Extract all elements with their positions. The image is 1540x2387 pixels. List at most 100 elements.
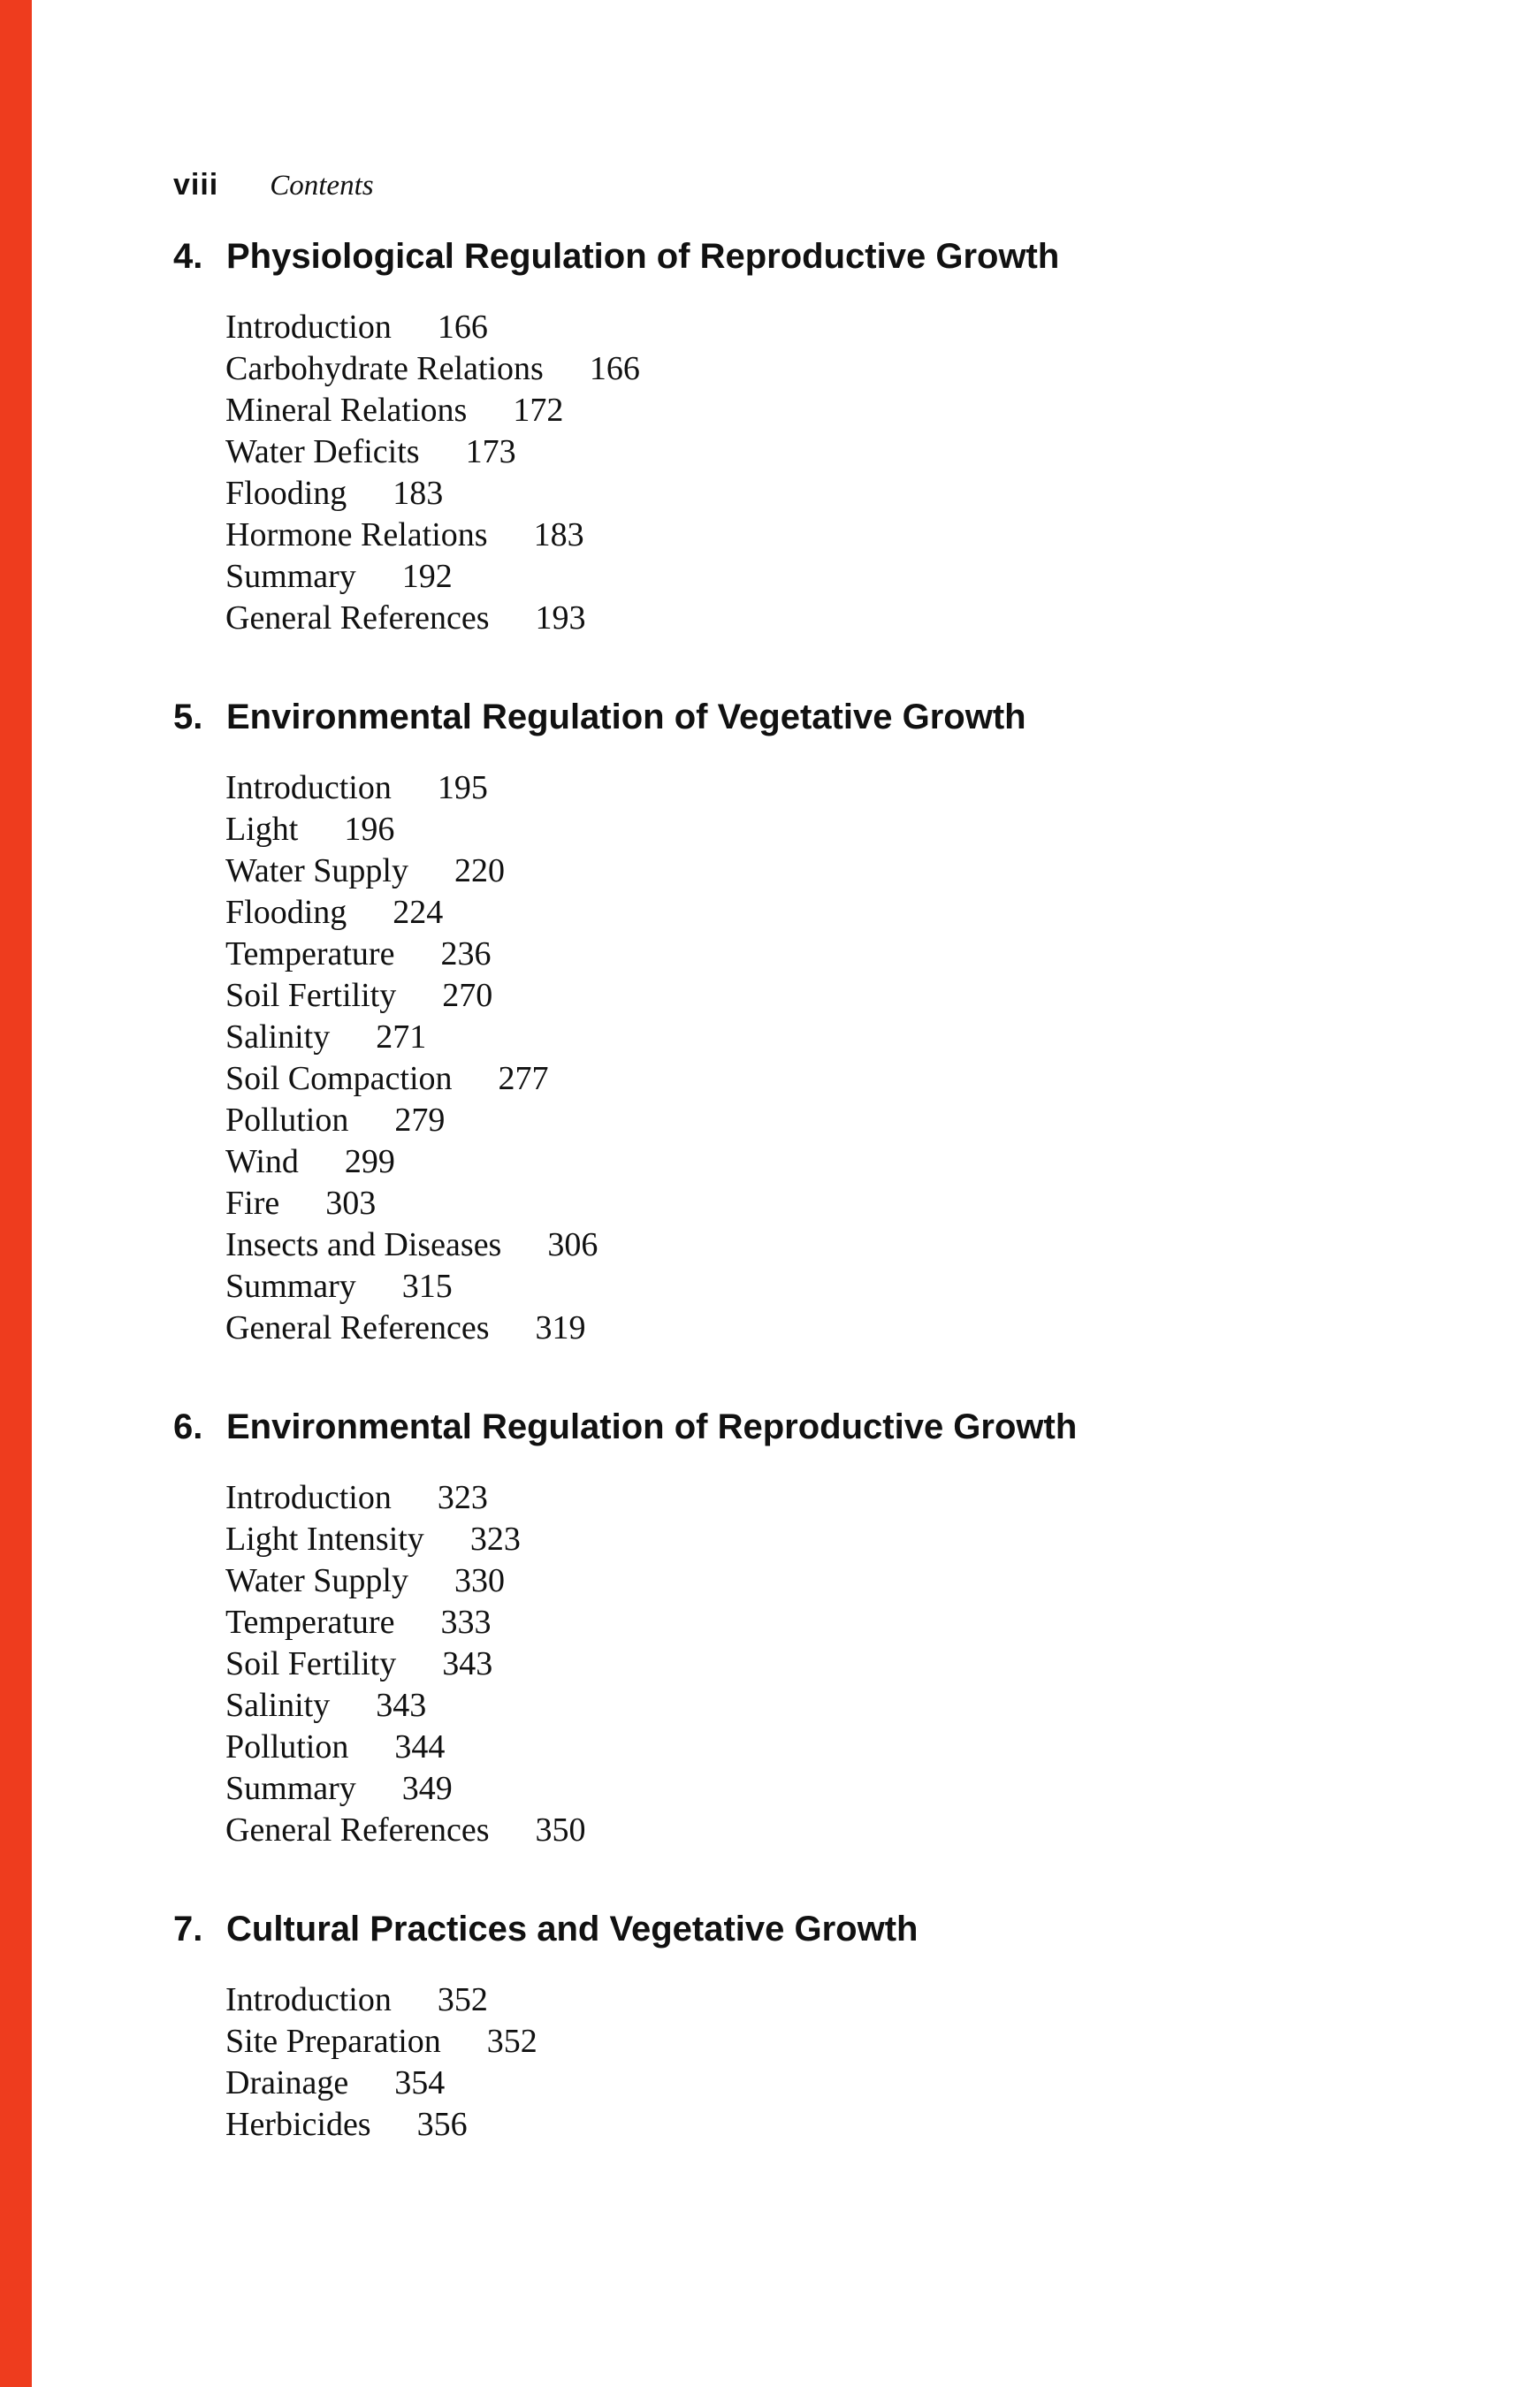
entry-page-number: 352 bbox=[437, 1981, 488, 2018]
chapter-heading: 5. Environmental Regulation of Vegetative… bbox=[173, 696, 1411, 738]
entry-page-number: 166 bbox=[437, 309, 488, 346]
toc-entry: Light Intensity 323 bbox=[225, 1519, 1411, 1560]
entry-label: Water Supply bbox=[225, 1562, 408, 1599]
entry-page-number: 196 bbox=[344, 811, 395, 848]
entry-label: Summary bbox=[225, 1268, 356, 1305]
chapter-list: 4. Physiological Regulation of Reproducti… bbox=[173, 235, 1411, 2146]
entry-page-number: 192 bbox=[401, 558, 453, 595]
chapter-title: Cultural Practices and Vegetative Growth bbox=[226, 1910, 919, 1948]
toc-entry: Salinity 271 bbox=[225, 1017, 1411, 1058]
toc-entry: Introduction 166 bbox=[225, 307, 1411, 348]
toc-entry: Water Supply 220 bbox=[225, 850, 1411, 892]
entry-page-number: 299 bbox=[344, 1143, 395, 1180]
toc-entry: Flooding 183 bbox=[225, 473, 1411, 515]
toc-content: viii Contents 4. Physiological Regulation … bbox=[173, 0, 1411, 2146]
entry-page-number: 193 bbox=[535, 599, 586, 637]
chapter-number: 4. bbox=[173, 237, 203, 276]
entry-page-number: 224 bbox=[393, 894, 444, 931]
toc-entry: Drainage 354 bbox=[225, 2063, 1411, 2104]
entry-label: Summary bbox=[225, 558, 356, 595]
entry-list: Introduction 195 Light 196 Water Supply 220… bbox=[173, 767, 1411, 1349]
entry-label: Introduction bbox=[225, 1479, 392, 1516]
toc-entry: Introduction 352 bbox=[225, 1979, 1411, 2021]
toc-entry: Temperature 333 bbox=[225, 1602, 1411, 1643]
toc-entry: Summary 192 bbox=[225, 556, 1411, 598]
entry-label: Fire bbox=[225, 1185, 280, 1222]
entry-page-number: 183 bbox=[533, 516, 584, 553]
chapter-title: Physiological Regulation of Reproductive… bbox=[226, 237, 1060, 276]
entry-page-number: 303 bbox=[325, 1185, 377, 1222]
entry-label: Soil Fertility bbox=[225, 1645, 397, 1682]
toc-entry: Insects and Diseases 306 bbox=[225, 1224, 1411, 1266]
entry-page-number: 271 bbox=[376, 1018, 427, 1056]
entry-page-number: 172 bbox=[513, 392, 564, 429]
chapter-section: 5. Environmental Regulation of Vegetative… bbox=[173, 696, 1411, 1349]
toc-entry: Summary 315 bbox=[225, 1266, 1411, 1308]
chapter-title: Environmental Regulation of Vegetative G… bbox=[226, 698, 1026, 736]
chapter-number: 5. bbox=[173, 698, 203, 736]
entry-label: Soil Fertility bbox=[225, 977, 397, 1014]
entry-page-number: 352 bbox=[486, 2023, 537, 2060]
entry-page-number: 195 bbox=[437, 769, 488, 806]
toc-entry: Summary 349 bbox=[225, 1768, 1411, 1810]
entry-label: Flooding bbox=[225, 475, 347, 512]
toc-entry: Salinity 343 bbox=[225, 1685, 1411, 1727]
entry-page-number: 183 bbox=[393, 475, 444, 512]
toc-entry: General References 350 bbox=[225, 1810, 1411, 1851]
entry-page-number: 323 bbox=[437, 1479, 488, 1516]
toc-entry: Light 196 bbox=[225, 809, 1411, 850]
entry-list: Introduction 323 Light Intensity 323 Water… bbox=[173, 1477, 1411, 1851]
entry-page-number: 323 bbox=[469, 1521, 521, 1558]
toc-entry: Mineral Relations 172 bbox=[225, 390, 1411, 431]
chapter-heading: 4. Physiological Regulation of Reproducti… bbox=[173, 235, 1411, 278]
entry-label: Flooding bbox=[225, 894, 347, 931]
toc-entry: General References 319 bbox=[225, 1308, 1411, 1349]
entry-page-number: 344 bbox=[394, 1728, 446, 1765]
toc-entry: Fire 303 bbox=[225, 1183, 1411, 1224]
entry-label: Salinity bbox=[225, 1018, 331, 1056]
running-head: Contents bbox=[270, 170, 374, 202]
entry-label: Salinity bbox=[225, 1687, 331, 1724]
toc-entry: Introduction 323 bbox=[225, 1477, 1411, 1519]
toc-entry: Soil Fertility 270 bbox=[225, 975, 1411, 1017]
entry-label: Temperature bbox=[225, 1604, 395, 1641]
chapter-section: 4. Physiological Regulation of Reproducti… bbox=[173, 235, 1411, 639]
chapter-heading: 6. Environmental Regulation of Reproducti… bbox=[173, 1406, 1411, 1448]
entry-page-number: 350 bbox=[535, 1811, 586, 1849]
entry-page-number: 236 bbox=[440, 935, 492, 972]
page-edge-bar bbox=[0, 0, 32, 2387]
chapter-section: 6. Environmental Regulation of Reproducti… bbox=[173, 1406, 1411, 1851]
entry-label: Pollution bbox=[225, 1728, 349, 1765]
entry-page-number: 330 bbox=[454, 1562, 505, 1599]
entry-label: Drainage bbox=[225, 2064, 349, 2101]
entry-page-number: 354 bbox=[394, 2064, 446, 2101]
chapter-title: Environmental Regulation of Reproductive… bbox=[226, 1407, 1078, 1446]
entry-label: Introduction bbox=[225, 1981, 392, 2018]
chapter-number: 7. bbox=[173, 1910, 203, 1948]
entry-label: Carbohydrate Relations bbox=[225, 350, 544, 387]
entry-page-number: 333 bbox=[440, 1604, 492, 1641]
toc-entry: Herbicides 356 bbox=[225, 2104, 1411, 2146]
toc-entry: Soil Compaction 277 bbox=[225, 1058, 1411, 1100]
entry-label: Introduction bbox=[225, 769, 392, 806]
entry-page-number: 343 bbox=[442, 1645, 493, 1682]
entry-label: Light bbox=[225, 811, 299, 848]
entry-list: Introduction 352 Site Preparation 352 Drai… bbox=[173, 1979, 1411, 2146]
chapter-number: 6. bbox=[173, 1407, 203, 1446]
entry-page-number: 356 bbox=[416, 2106, 468, 2143]
entry-label: General References bbox=[225, 1811, 490, 1849]
entry-label: Water Supply bbox=[225, 852, 408, 889]
entry-page-number: 315 bbox=[401, 1268, 453, 1305]
toc-entry: Soil Fertility 343 bbox=[225, 1643, 1411, 1685]
toc-entry: Water Supply 330 bbox=[225, 1560, 1411, 1602]
toc-entry: General References 193 bbox=[225, 598, 1411, 639]
entry-page-number: 343 bbox=[376, 1687, 427, 1724]
entry-label: Site Preparation bbox=[225, 2023, 441, 2060]
entry-page-number: 270 bbox=[442, 977, 493, 1014]
toc-entry: Hormone Relations 183 bbox=[225, 515, 1411, 556]
entry-page-number: 220 bbox=[454, 852, 505, 889]
entry-label: Summary bbox=[225, 1770, 356, 1807]
toc-header: viii Contents bbox=[173, 168, 1411, 203]
toc-entry: Pollution 344 bbox=[225, 1727, 1411, 1768]
